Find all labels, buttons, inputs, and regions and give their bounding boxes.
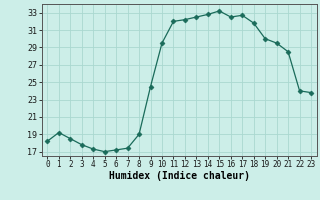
X-axis label: Humidex (Indice chaleur): Humidex (Indice chaleur) [109, 171, 250, 181]
